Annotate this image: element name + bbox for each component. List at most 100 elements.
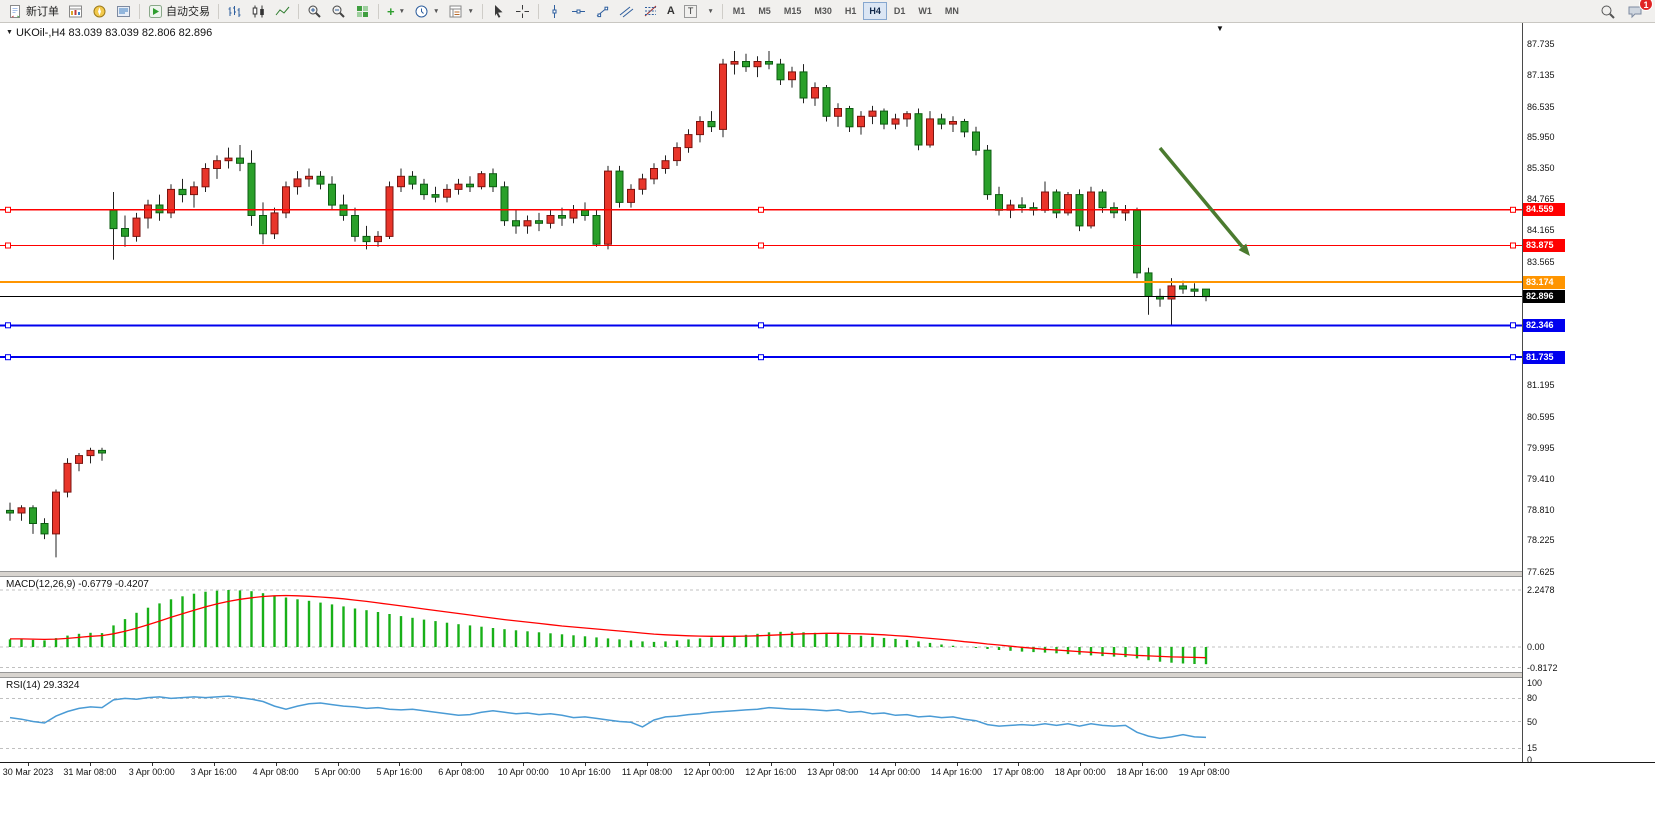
- time-tick: [647, 763, 648, 766]
- templates-button[interactable]: ▼: [444, 1, 477, 21]
- price-tick-label: 78.810: [1527, 504, 1555, 515]
- line-handle[interactable]: [1510, 322, 1516, 329]
- notification-badge[interactable]: 1: [1639, 0, 1653, 11]
- price-tick-label: 84.765: [1527, 194, 1555, 205]
- shapes-button[interactable]: ▼: [702, 1, 717, 21]
- price-chart-canvas[interactable]: [0, 23, 1522, 572]
- line-handle[interactable]: [1510, 206, 1516, 213]
- line-handle[interactable]: [758, 206, 764, 213]
- bar-chart-button[interactable]: [223, 1, 246, 21]
- toolbar-separator: [139, 3, 140, 19]
- time-tick: [1204, 763, 1206, 766]
- horizontal-line-button[interactable]: [567, 1, 590, 21]
- date-label: 3 Apr 00:00: [128, 767, 175, 777]
- line-handle[interactable]: [758, 354, 764, 361]
- tf-button-m30[interactable]: M30: [808, 2, 838, 20]
- tile-windows-button[interactable]: [351, 1, 374, 21]
- price-tick-label: 86.535: [1527, 101, 1555, 112]
- community-button[interactable]: 1: [1623, 0, 1653, 21]
- tf-button-d1[interactable]: D1: [888, 2, 912, 20]
- tf-button-m15[interactable]: M15: [778, 2, 808, 20]
- toolbar-right-tools: 1: [1596, 0, 1653, 21]
- horizontal-line-icon: [571, 4, 586, 19]
- price-tick-label: 79.995: [1527, 443, 1555, 454]
- toolbar-separator: [481, 3, 483, 19]
- macd-axis-label: 0.00: [1527, 642, 1545, 652]
- tf-button-h1[interactable]: H1: [839, 2, 863, 20]
- market-watch-icon: [68, 4, 83, 19]
- toolbar-separator: [721, 3, 723, 19]
- macd-canvas[interactable]: [0, 577, 1522, 672]
- rsi-canvas[interactable]: [0, 678, 1522, 762]
- fibonacci-button[interactable]: [639, 1, 662, 21]
- time-axis[interactable]: 30 Mar 2023 31 Mar 08:00 3 Apr 00:00 3 Apr …: [0, 762, 1655, 780]
- crosshair-button[interactable]: [511, 1, 534, 21]
- search-button[interactable]: [1596, 1, 1619, 21]
- time-tick: [275, 763, 277, 766]
- date-label: 30 Mar 2023: [2, 767, 54, 777]
- trend-arrow-head[interactable]: [1238, 243, 1251, 256]
- toolbar-separator: [218, 3, 219, 19]
- time-tick: [213, 763, 215, 766]
- periods-button[interactable]: ▼: [410, 1, 443, 21]
- line-chart-button[interactable]: [271, 1, 294, 21]
- price-line-label[interactable]: 83.174: [1523, 275, 1565, 289]
- tf-button-w1[interactable]: W1: [912, 2, 938, 20]
- time-tick: [832, 763, 834, 766]
- time-tick: [585, 763, 587, 766]
- clock-icon: [414, 4, 429, 19]
- zoom-out-icon: [331, 4, 346, 19]
- autotrade-play-icon: [148, 4, 163, 19]
- candlestick-chart-button[interactable]: [247, 1, 270, 21]
- vertical-line-icon: [547, 4, 562, 19]
- price-line-label[interactable]: 81.735: [1523, 350, 1565, 364]
- cursor-button[interactable]: [487, 1, 510, 21]
- text-button[interactable]: A: [663, 1, 679, 21]
- time-tick: [523, 763, 525, 766]
- time-tick: [1080, 763, 1082, 766]
- line-handle[interactable]: [5, 354, 11, 361]
- price-line-label[interactable]: 82.896: [1523, 290, 1565, 304]
- line-handle[interactable]: [758, 242, 764, 249]
- line-handle[interactable]: [758, 322, 764, 329]
- rsi-splitter[interactable]: [0, 672, 1655, 678]
- date-label: 4 Apr 08:00: [252, 767, 299, 777]
- price-tick-label: 79.410: [1527, 473, 1555, 484]
- label-button[interactable]: T: [680, 1, 702, 21]
- new-order-button[interactable]: 新订单: [4, 1, 63, 21]
- indicators-button[interactable]: + ▼: [383, 1, 409, 21]
- market-watch-button[interactable]: [64, 1, 87, 21]
- zoom-out-button[interactable]: [327, 1, 350, 21]
- terminal-button[interactable]: [112, 1, 135, 21]
- price-line-label[interactable]: 84.559: [1523, 203, 1565, 217]
- price-shift-marker-icon[interactable]: ▼: [1216, 24, 1224, 33]
- tf-button-h4[interactable]: H4: [863, 2, 887, 20]
- navigator-button[interactable]: [88, 1, 111, 21]
- cursor-icon: [491, 4, 506, 19]
- trend-arrow-object[interactable]: [1158, 146, 1244, 248]
- line-handle[interactable]: [1510, 242, 1516, 249]
- price-line-label[interactable]: 83.875: [1523, 238, 1565, 252]
- zoom-in-button[interactable]: [303, 1, 326, 21]
- tf-button-mn[interactable]: MN: [939, 2, 965, 20]
- vertical-line-button[interactable]: [543, 1, 566, 21]
- template-icon: [448, 4, 463, 19]
- candlestick-chart-icon: [251, 4, 266, 19]
- macd-splitter[interactable]: [0, 571, 1655, 577]
- trendline-button[interactable]: [591, 1, 614, 21]
- tf-button-m1[interactable]: M1: [727, 2, 752, 20]
- price-axis[interactable]: [1522, 23, 1655, 780]
- date-label: 6 Apr 08:00: [438, 767, 485, 777]
- line-handle[interactable]: [5, 242, 11, 249]
- chevron-down-icon: ▼: [433, 7, 440, 15]
- shapes-dropdown-icon: ▼: [707, 7, 714, 15]
- line-handle[interactable]: [5, 322, 11, 329]
- autotrade-button[interactable]: 自动交易: [144, 1, 214, 21]
- channel-button[interactable]: [615, 1, 638, 21]
- time-tick: [337, 763, 339, 766]
- date-label: 18 Apr 16:00: [1116, 767, 1168, 777]
- price-line-label[interactable]: 82.346: [1523, 318, 1565, 332]
- line-handle[interactable]: [5, 206, 11, 213]
- tf-button-m5[interactable]: M5: [752, 2, 777, 20]
- line-handle[interactable]: [1510, 354, 1516, 361]
